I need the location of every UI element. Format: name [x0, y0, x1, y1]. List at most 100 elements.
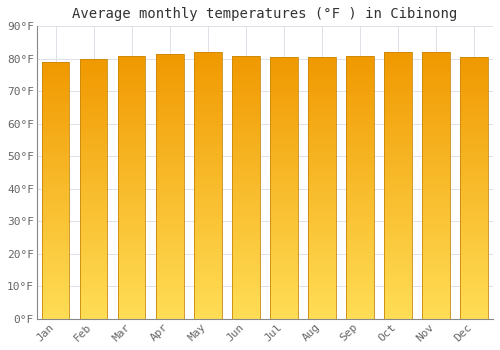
- Bar: [232, 273, 260, 276]
- Bar: [308, 159, 336, 162]
- Bar: [384, 236, 411, 239]
- Bar: [80, 153, 108, 156]
- Bar: [156, 150, 184, 153]
- Bar: [422, 92, 450, 96]
- Bar: [346, 197, 374, 201]
- Bar: [232, 181, 260, 184]
- Bar: [118, 266, 146, 270]
- Bar: [80, 186, 108, 189]
- Bar: [346, 253, 374, 256]
- Bar: [118, 148, 146, 151]
- Bar: [156, 57, 184, 61]
- Bar: [270, 286, 297, 289]
- Bar: [422, 269, 450, 272]
- Bar: [308, 283, 336, 286]
- Bar: [194, 86, 222, 89]
- Bar: [460, 182, 487, 185]
- Bar: [308, 168, 336, 172]
- Bar: [422, 146, 450, 149]
- Bar: [460, 83, 487, 86]
- Bar: [194, 239, 222, 242]
- Bar: [422, 79, 450, 82]
- Bar: [156, 170, 184, 173]
- Bar: [194, 286, 222, 289]
- Bar: [232, 204, 260, 207]
- Bar: [308, 106, 336, 110]
- Bar: [270, 299, 297, 302]
- Bar: [422, 52, 450, 319]
- Bar: [80, 78, 108, 82]
- Bar: [460, 257, 487, 260]
- Bar: [80, 179, 108, 182]
- Bar: [270, 316, 297, 319]
- Bar: [156, 183, 184, 187]
- Bar: [308, 293, 336, 296]
- Bar: [156, 239, 184, 243]
- Bar: [270, 57, 297, 319]
- Bar: [270, 142, 297, 146]
- Bar: [422, 249, 450, 252]
- Bar: [80, 134, 108, 137]
- Bar: [118, 312, 146, 316]
- Bar: [156, 256, 184, 259]
- Bar: [118, 240, 146, 243]
- Bar: [194, 166, 222, 169]
- Bar: [232, 158, 260, 161]
- Bar: [308, 208, 336, 211]
- Bar: [346, 190, 374, 194]
- Bar: [270, 90, 297, 93]
- Bar: [194, 149, 222, 152]
- Bar: [384, 65, 411, 69]
- Bar: [118, 293, 146, 296]
- Bar: [156, 219, 184, 223]
- Bar: [80, 228, 108, 231]
- Bar: [460, 152, 487, 155]
- Bar: [308, 296, 336, 299]
- Bar: [42, 210, 70, 213]
- Bar: [384, 116, 411, 119]
- Bar: [346, 92, 374, 95]
- Bar: [42, 62, 70, 319]
- Bar: [118, 273, 146, 276]
- Bar: [232, 79, 260, 82]
- Bar: [460, 57, 487, 61]
- Bar: [308, 142, 336, 146]
- Bar: [308, 77, 336, 80]
- Bar: [80, 264, 108, 267]
- Bar: [270, 312, 297, 316]
- Bar: [80, 260, 108, 264]
- Bar: [194, 126, 222, 129]
- Bar: [42, 78, 70, 81]
- Bar: [384, 79, 411, 82]
- Bar: [232, 148, 260, 151]
- Bar: [308, 70, 336, 74]
- Bar: [308, 132, 336, 136]
- Bar: [156, 273, 184, 276]
- Bar: [80, 244, 108, 247]
- Bar: [422, 309, 450, 312]
- Bar: [460, 100, 487, 103]
- Bar: [384, 126, 411, 129]
- Bar: [422, 286, 450, 289]
- Bar: [422, 205, 450, 209]
- Bar: [460, 253, 487, 257]
- Bar: [384, 172, 411, 176]
- Bar: [384, 189, 411, 192]
- Bar: [118, 243, 146, 246]
- Bar: [346, 59, 374, 62]
- Bar: [118, 82, 146, 85]
- Bar: [460, 316, 487, 319]
- Bar: [460, 165, 487, 168]
- Bar: [194, 52, 222, 319]
- Bar: [232, 240, 260, 243]
- Bar: [118, 184, 146, 187]
- Bar: [118, 256, 146, 260]
- Bar: [194, 229, 222, 232]
- Bar: [232, 190, 260, 194]
- Bar: [460, 312, 487, 316]
- Bar: [460, 201, 487, 204]
- Bar: [156, 230, 184, 233]
- Bar: [42, 190, 70, 194]
- Bar: [118, 260, 146, 263]
- Bar: [346, 220, 374, 223]
